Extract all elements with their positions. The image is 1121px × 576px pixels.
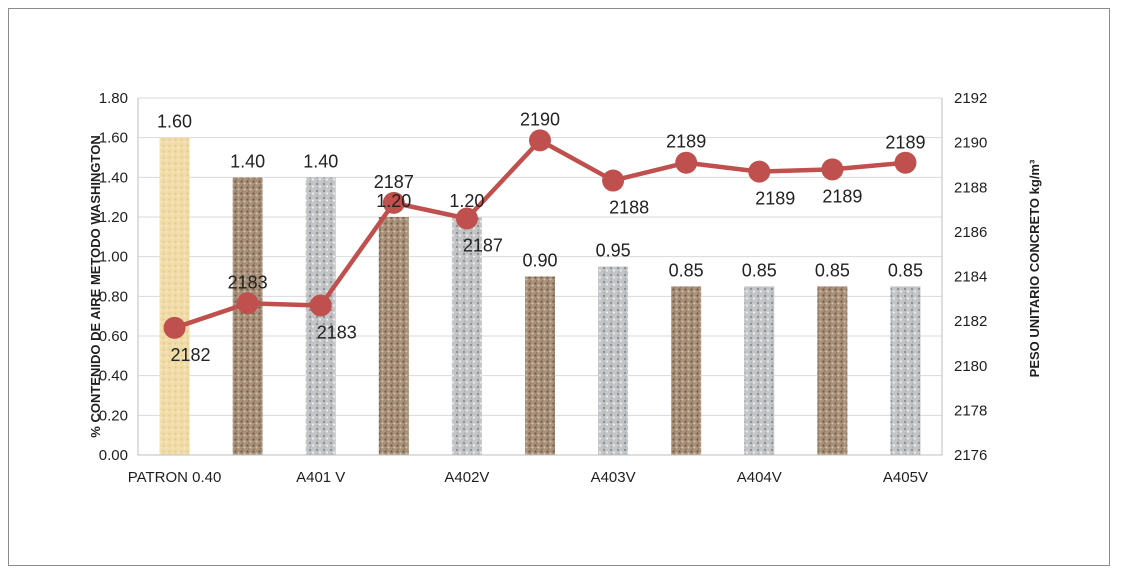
y-left-tick-label: 0.40 [99, 368, 128, 385]
y-right-tick-label: 2176 [954, 447, 987, 464]
x-tick-label: A404V [737, 469, 782, 486]
line-data-label: 2187 [374, 172, 414, 192]
bar [598, 266, 629, 455]
axes-group: 0.00 0.20 0.40 0.60 0.80 1.00 1.20 1.40 1.60 1.80… [88, 90, 1042, 486]
x-tick-label: A403V [591, 469, 636, 486]
line-data-label: 2190 [520, 109, 560, 129]
bar-data-label: 0.85 [815, 260, 850, 280]
y-left-tick-label: 1.60 [99, 130, 128, 147]
x-tick-label: A402V [444, 469, 489, 486]
line-point [236, 292, 259, 315]
bar [671, 286, 702, 455]
y-right-tick-label: 2184 [954, 269, 987, 286]
y-left-tick-label: 0.60 [99, 328, 128, 345]
y-left-tick-label: 1.80 [99, 90, 128, 107]
line-group [163, 129, 917, 339]
bar [232, 177, 263, 456]
bar [744, 286, 775, 455]
line-point [163, 316, 186, 339]
bar [159, 137, 190, 455]
y-left-tick-label: 1.40 [99, 169, 128, 186]
data-labels-group: 1.60 1.40 1.40 1.20 1.20 0.90 0.95 0.85 0.85 0.85… [157, 109, 925, 364]
x-tick-label: PATRON 0.40 [128, 469, 222, 486]
y-left-axis-title: % CONTENIDO DE AIRE METODO WASHINGTON [88, 135, 103, 437]
x-tick-label: A401 V [296, 469, 345, 486]
line-data-label: 2189 [885, 133, 925, 153]
line-data-label: 2187 [463, 235, 503, 255]
y-right-tick-label: 2180 [954, 358, 987, 375]
y-left-tick-label: 1.20 [99, 209, 128, 226]
line-data-label: 2183 [317, 323, 357, 343]
bar-data-label: 1.40 [303, 151, 338, 171]
y-right-axis-title: PESO UNITARIO CONCRETO kg/m³ [1027, 159, 1042, 377]
line-point [675, 151, 698, 174]
y-left-tick-label: 0.80 [99, 288, 128, 305]
y-left-tick-label: 0.20 [99, 407, 128, 424]
line-point [602, 169, 625, 192]
line-point [309, 294, 332, 317]
line-point [894, 151, 917, 174]
bar [525, 276, 555, 455]
x-tick-label: A405V [883, 469, 928, 486]
y-right-tick-label: 2192 [954, 90, 987, 107]
line-point [529, 129, 551, 152]
bar-data-label: 0.85 [669, 260, 704, 280]
line-data-label: 2183 [228, 272, 268, 292]
line-data-label: 2182 [171, 345, 211, 365]
line-point [821, 158, 844, 181]
bar-data-label: 0.85 [888, 260, 923, 280]
y-left-tick-label: 0.00 [99, 447, 128, 464]
bar-data-label: 1.60 [157, 112, 192, 132]
line-point [455, 207, 478, 230]
bar-data-label: 1.20 [376, 191, 411, 211]
line-point [382, 191, 405, 214]
bar [451, 217, 482, 455]
bar-data-label: 0.90 [522, 251, 557, 271]
bar-data-label: 0.85 [742, 260, 777, 280]
bar-data-label: 1.40 [230, 151, 265, 171]
line-data-label: 2189 [822, 186, 862, 206]
bar-data-label: 1.20 [449, 191, 484, 211]
y-right-tick-label: 2190 [954, 135, 987, 152]
bar [817, 286, 848, 455]
line-data-label: 2188 [609, 198, 649, 218]
bar-data-label: 0.95 [596, 241, 631, 261]
line-data-label: 2189 [666, 132, 706, 152]
y-right-tick-label: 2182 [954, 313, 987, 330]
chart-frame [8, 8, 1110, 566]
y-left-tick-label: 1.00 [99, 249, 128, 266]
line-point [748, 160, 771, 183]
bar [378, 217, 409, 455]
y-right-tick-label: 2186 [954, 224, 987, 241]
y-right-tick-label: 2188 [954, 179, 987, 196]
line-data-label: 2189 [755, 189, 795, 209]
bar [890, 286, 921, 455]
y-right-tick-label: 2178 [954, 402, 987, 419]
